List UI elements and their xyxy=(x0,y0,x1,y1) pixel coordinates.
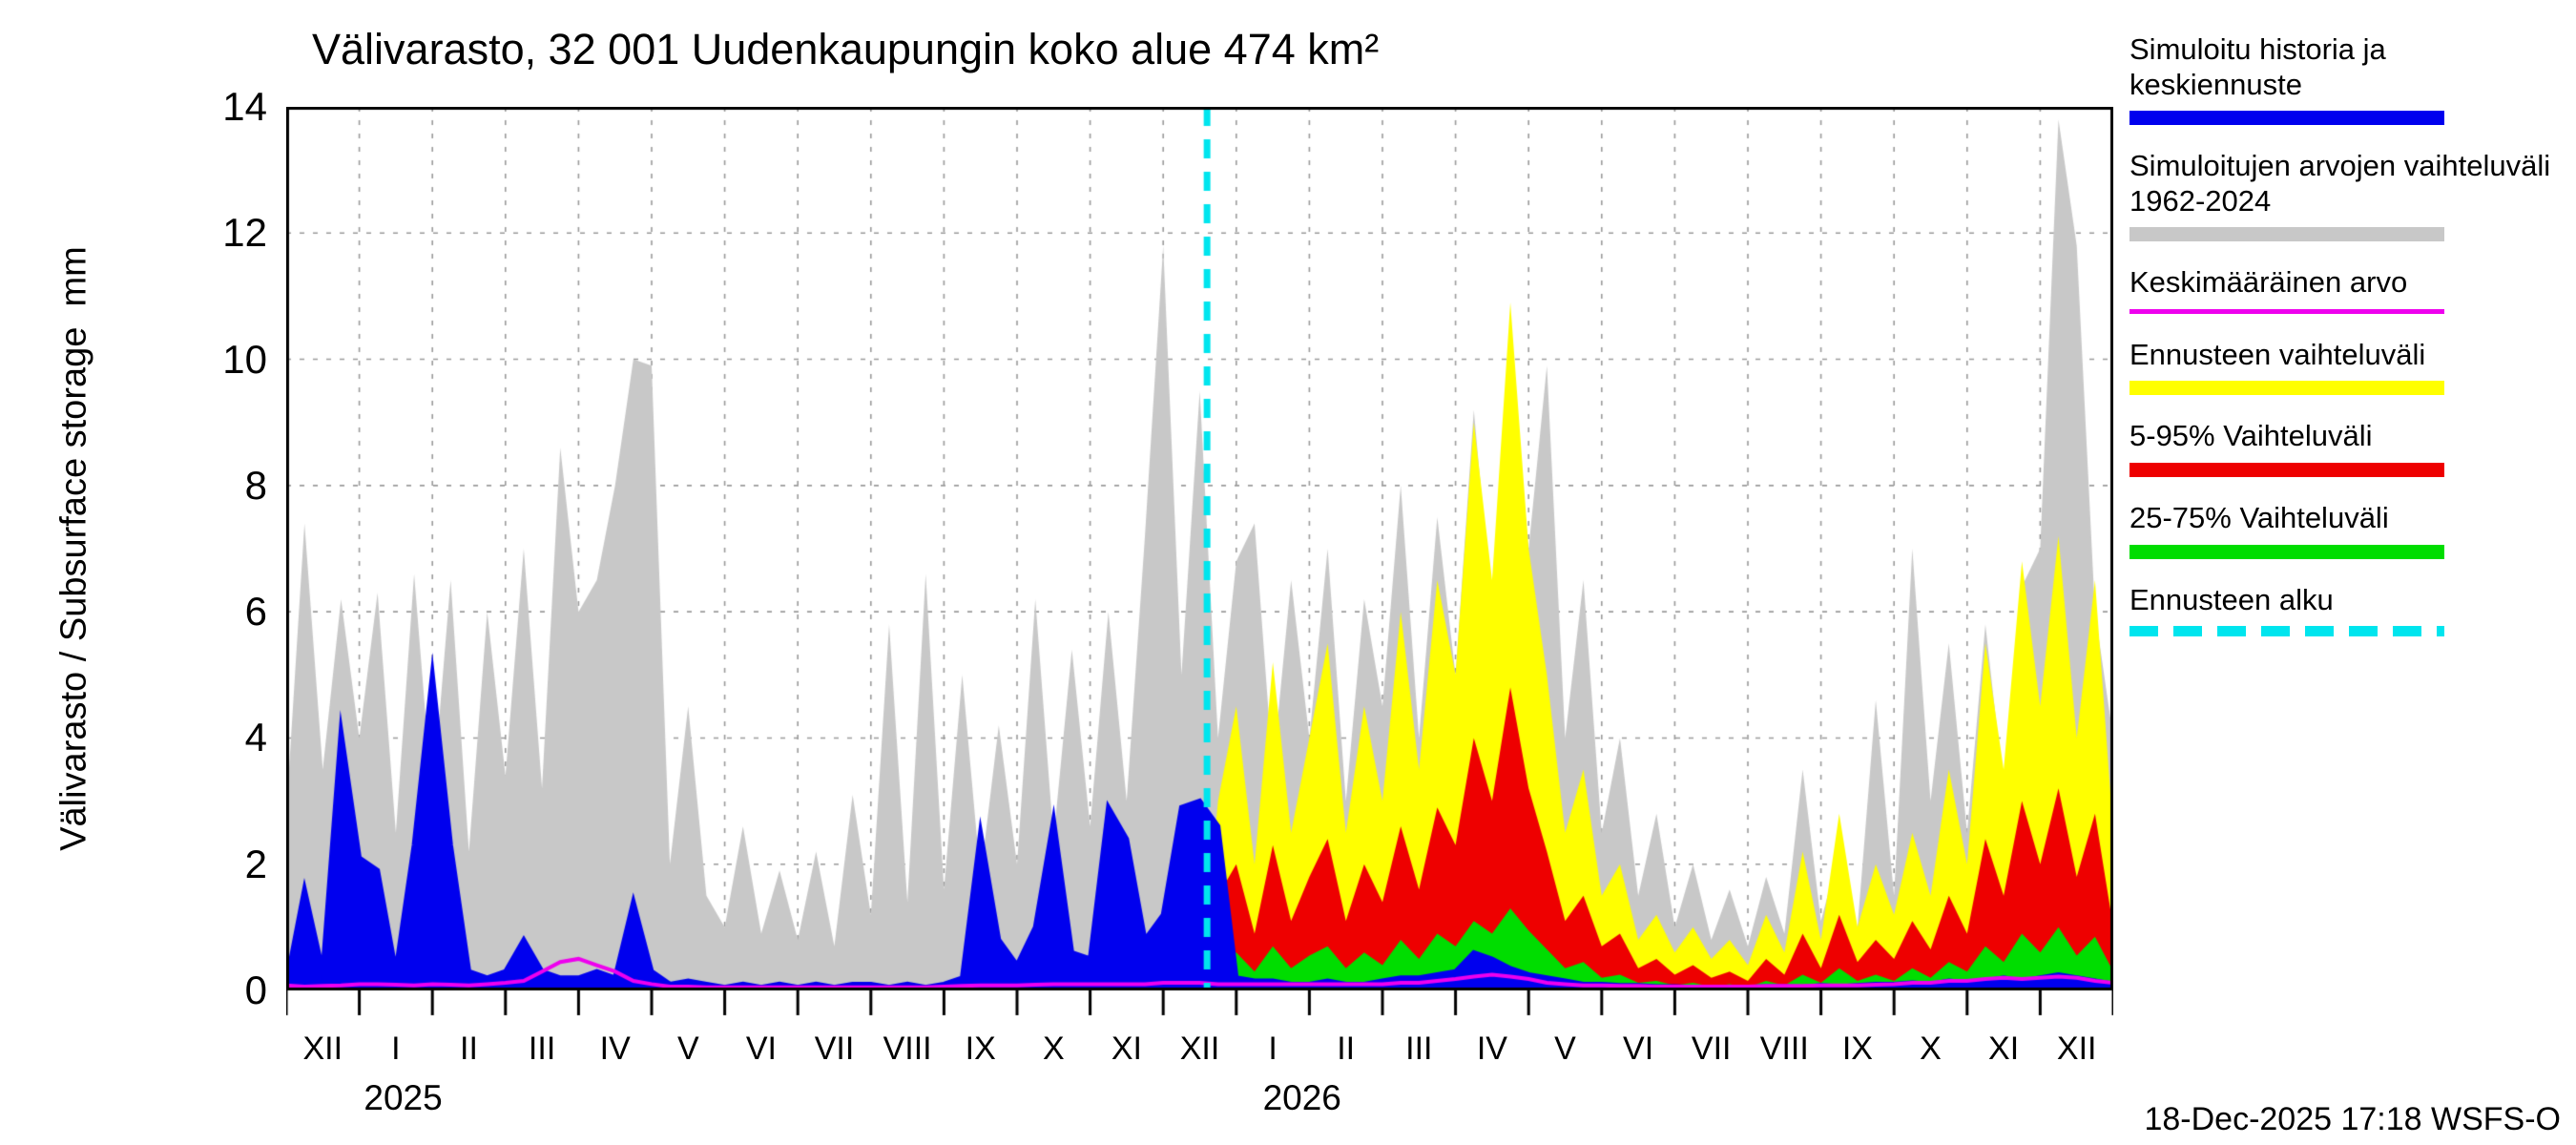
x-month-label: VI xyxy=(1623,1030,1654,1067)
legend-swatch-sim-history-median xyxy=(2129,111,2444,126)
y-tick-labels: 0 2 4 6 8 10 12 14 xyxy=(143,87,267,1010)
legend-swatch-range-25-75 xyxy=(2129,544,2444,559)
x-month-label: IX xyxy=(965,1030,996,1067)
x-month-label: III xyxy=(528,1030,556,1067)
legend-label-range-5-95: 5-95% Vaihteluväli xyxy=(2129,419,2373,453)
x-month-label: VII xyxy=(814,1030,855,1067)
x-month-label: XII xyxy=(302,1030,343,1067)
legend-label-sim-history-median: Simuloitu historia ja keskiennuste xyxy=(2129,32,2386,101)
legend-label-range-25-75: 25-75% Vaihteluväli xyxy=(2129,501,2389,535)
x-month-label: XI xyxy=(1988,1030,2020,1067)
footer-timestamp: 18-Dec-2025 17:18 WSFS-O xyxy=(2144,1101,2561,1137)
y-tick-label: 8 xyxy=(244,462,267,508)
x-month-label: V xyxy=(1554,1030,1576,1067)
legend-item-sim-range: Simuloitujen arvojen vaihteluväli 1962-2… xyxy=(2129,149,2559,242)
x-month-label: III xyxy=(1405,1030,1433,1067)
x-month-label: V xyxy=(676,1030,699,1067)
legend-swatch-mean-value xyxy=(2129,308,2444,314)
legend-item-range-25-75: 25-75% Vaihteluväli xyxy=(2129,501,2559,559)
y-tick-label: 4 xyxy=(244,715,267,760)
y-tick-label: 2 xyxy=(244,841,267,886)
x-month-label: II xyxy=(1337,1030,1356,1067)
y-tick-label: 6 xyxy=(244,589,267,635)
legend-item-forecast-range: Ennusteen vaihteluväli xyxy=(2129,338,2559,396)
legend-item-mean-value: Keskimääräinen arvo xyxy=(2129,265,2559,314)
legend-item-sim-history-median: Simuloitu historia ja keskiennuste xyxy=(2129,32,2559,126)
legend: Simuloitu historia ja keskiennuste Simulo… xyxy=(2129,32,2559,637)
legend-label-mean-value: Keskimääräinen arvo xyxy=(2129,265,2408,300)
x-month-label: II xyxy=(460,1030,478,1067)
x-month-label: IV xyxy=(599,1030,631,1067)
legend-swatch-range-5-95 xyxy=(2129,463,2444,478)
legend-item-range-5-95: 5-95% Vaihteluväli xyxy=(2129,419,2559,478)
y-tick-label: 0 xyxy=(244,968,267,1012)
x-month-label: X xyxy=(1042,1030,1065,1067)
x-month-label: X xyxy=(1920,1030,1942,1067)
x-month-label: I xyxy=(1268,1030,1278,1067)
x-month-label: VIII xyxy=(883,1030,932,1067)
legend-swatch-sim-range xyxy=(2129,227,2444,242)
chart-canvas xyxy=(286,107,2113,1029)
legend-swatch-forecast-start xyxy=(2129,626,2444,637)
x-month-label: XII xyxy=(2056,1030,2097,1067)
x-month-labels: XII I II III IV V VI VII VIII IX X XI XII I II III IV V VI… xyxy=(286,1030,2113,1074)
x-month-label: VII xyxy=(1691,1030,1732,1067)
y-tick-label: 14 xyxy=(222,84,267,129)
y-axis-label: Välivarasto / Subsurface storage mm xyxy=(53,246,94,851)
y-tick-label: 10 xyxy=(222,336,267,382)
x-month-label: VI xyxy=(745,1030,777,1067)
year-label: 2025 xyxy=(364,1078,443,1117)
x-month-label: IX xyxy=(1841,1030,1873,1067)
x-month-label: IV xyxy=(1476,1030,1507,1067)
x-month-label: XI xyxy=(1111,1030,1142,1067)
x-month-label: XII xyxy=(1179,1030,1220,1067)
legend-item-forecast-start: Ennusteen alku xyxy=(2129,583,2559,637)
x-month-label: VIII xyxy=(1759,1030,1809,1067)
legend-label-forecast-start: Ennusteen alku xyxy=(2129,582,2334,616)
legend-label-sim-range: Simuloitujen arvojen vaihteluväli 1962-2… xyxy=(2129,149,2551,218)
year-label: 2026 xyxy=(1262,1078,1341,1117)
legend-swatch-forecast-range xyxy=(2129,381,2444,396)
x-month-label: I xyxy=(391,1030,401,1067)
legend-label-forecast-range: Ennusteen vaihteluväli xyxy=(2129,337,2426,371)
chart-title: Välivarasto, 32 001 Uudenkaupungin koko … xyxy=(312,25,1380,73)
y-tick-label: 12 xyxy=(222,210,267,256)
year-labels: 2025 2026 xyxy=(286,1078,2113,1120)
